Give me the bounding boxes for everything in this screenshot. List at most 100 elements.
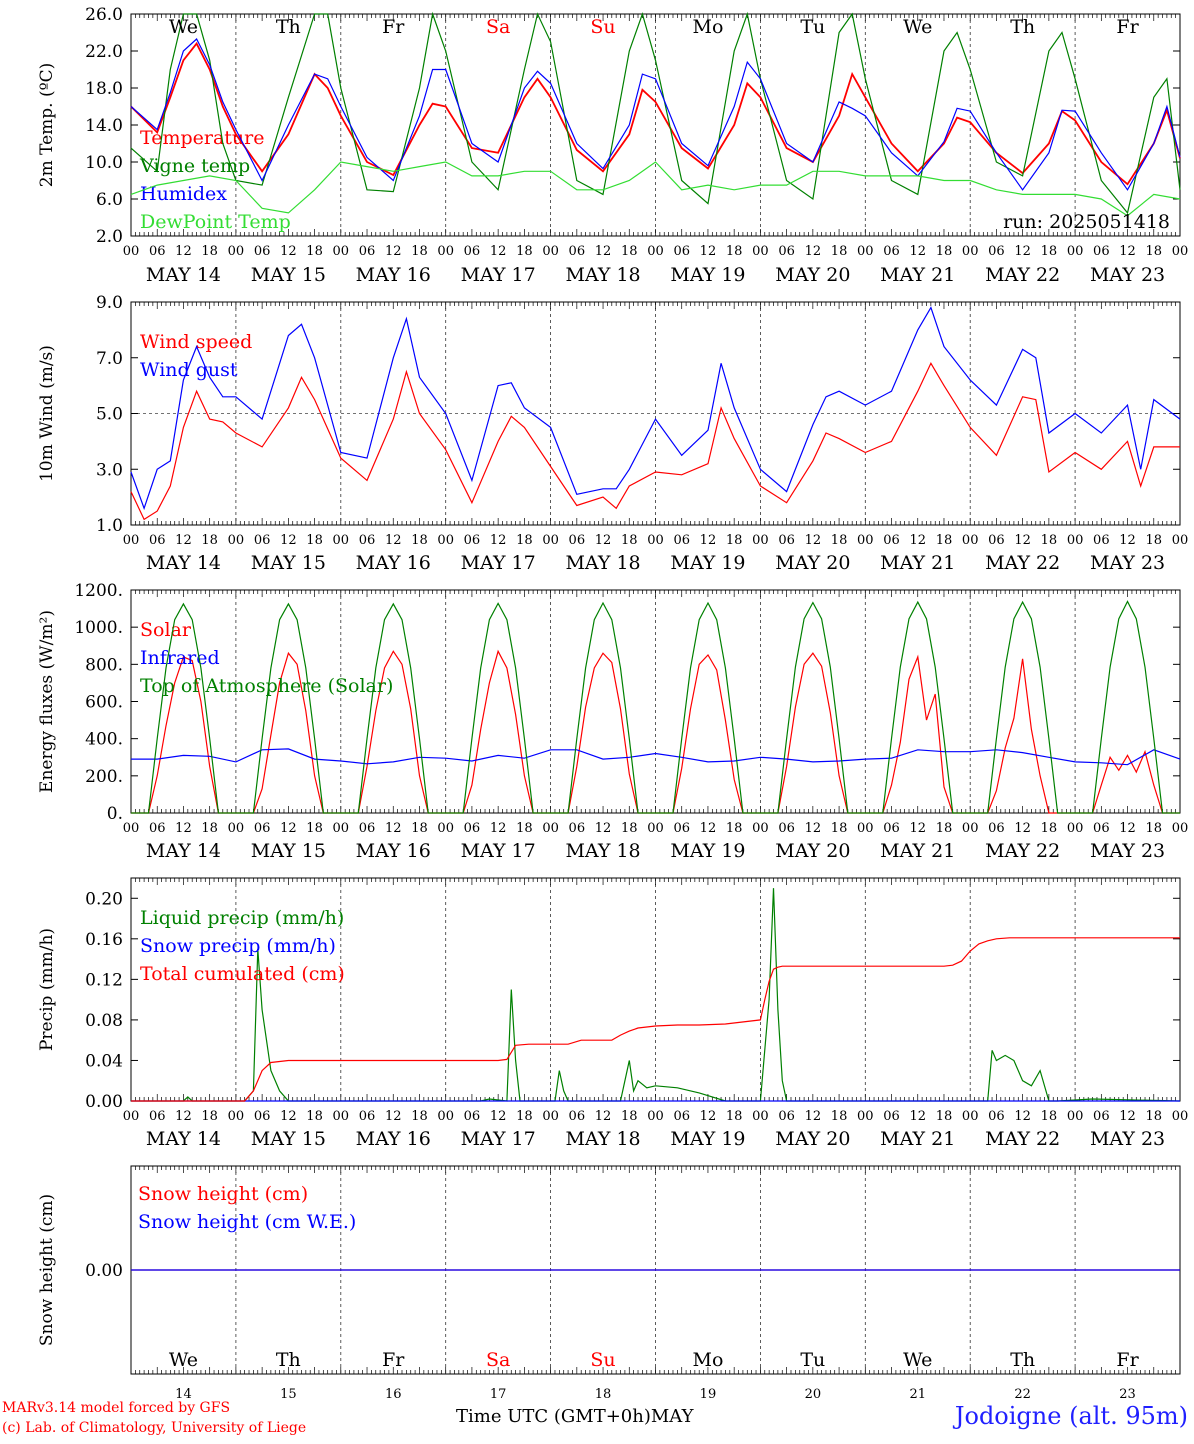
precip-hour-label: 18 (621, 1109, 638, 1124)
temperature-date-label: MAY 20 (775, 264, 850, 286)
precip-hour-label: 06 (359, 1109, 376, 1124)
precip-hour-label: 06 (883, 1109, 900, 1124)
precip-legend-total-cumulated-cm: Total cumulated (cm) (140, 963, 345, 985)
wind-hour-label: 00 (542, 533, 559, 548)
energy-date-label: MAY 15 (251, 840, 326, 862)
precip-y-tick-label: 0.08 (85, 1011, 123, 1031)
energy-date-label: MAY 14 (146, 840, 221, 862)
energy-hour-label: 12 (805, 821, 822, 836)
energy-legend-solar: Solar (140, 619, 192, 641)
precip-hour-label: 00 (123, 1109, 140, 1124)
wind-legend-wind-speed: Wind speed (140, 331, 252, 353)
month-label: MAY (650, 1406, 694, 1427)
precip-date-label: MAY 23 (1090, 1128, 1165, 1150)
wind-hour-label: 12 (805, 533, 822, 548)
precip-hour-label: 00 (1172, 1109, 1189, 1124)
run-label: run: 2025051418 (1003, 211, 1170, 233)
temperature-legend-vigne-temp: Vigne temp (139, 155, 250, 177)
energy-hour-label: 12 (1119, 821, 1136, 836)
weekday-label-top: Fr (382, 16, 405, 38)
precip-hour-label: 12 (700, 1109, 717, 1124)
weekday-label-top: Mo (692, 16, 723, 38)
wind-hour-label: 00 (123, 533, 140, 548)
precip-hour-label: 12 (385, 1109, 402, 1124)
time-axis-label: Time UTC (GMT+0h)MAY (456, 1406, 693, 1427)
precip-date-label: MAY 14 (146, 1128, 221, 1150)
wind-hour-label: 18 (201, 533, 218, 548)
precip-y-tick-label: 0.20 (85, 889, 123, 909)
energy-hour-label: 18 (1146, 821, 1163, 836)
energy-y-tick-label: 1200. (74, 581, 123, 601)
energy-hour-label: 18 (306, 821, 323, 836)
temperature-hour-label: 00 (437, 244, 454, 259)
precip-hour-label: 12 (805, 1109, 822, 1124)
snow-y-tick-label: 0.00 (85, 1261, 123, 1281)
temperature-hour-label: 12 (1014, 244, 1031, 259)
temperature-date-label: MAY 23 (1090, 264, 1165, 286)
energy-y-tick-label: 600. (85, 693, 123, 713)
weekday-label-top: We (903, 16, 932, 38)
temperature-hour-label: 00 (1172, 244, 1189, 259)
precip-hour-label: 00 (437, 1109, 454, 1124)
wind-hour-label: 00 (333, 533, 350, 548)
precip-hour-label: 00 (333, 1109, 350, 1124)
wind-hour-label: 12 (1119, 533, 1136, 548)
temperature-hour-label: 18 (306, 244, 323, 259)
temperature-hour-label: 00 (1067, 244, 1084, 259)
precip-hour-label: 12 (490, 1109, 507, 1124)
temperature-hour-label: 12 (1119, 244, 1136, 259)
precip-hour-label: 12 (175, 1109, 192, 1124)
precip-hour-label: 12 (595, 1109, 612, 1124)
temperature-date-label: MAY 16 (356, 264, 431, 286)
wind-date-label: MAY 15 (251, 552, 326, 574)
precip-y-tick-label: 0.16 (85, 930, 123, 950)
weekday-label-bottom: We (169, 1349, 198, 1371)
wind-hour-label: 06 (673, 533, 690, 548)
energy-hour-label: 00 (333, 821, 350, 836)
temperature-hour-label: 00 (857, 244, 874, 259)
energy-hour-label: 00 (647, 821, 664, 836)
precip-hour-label: 00 (647, 1109, 664, 1124)
precip-legend-liquid-precip-mm-h: Liquid precip (mm/h) (140, 907, 344, 929)
weekday-label-bottom: We (903, 1349, 932, 1371)
precip-hour-label: 18 (1146, 1109, 1163, 1124)
energy-hour-label: 00 (1067, 821, 1084, 836)
day-number-label: 15 (280, 1387, 297, 1402)
station-name: Jodoigne (alt. 95m) (954, 1402, 1188, 1430)
temperature-hour-label: 18 (1146, 244, 1163, 259)
temperature-hour-label: 12 (595, 244, 612, 259)
weekday-label-bottom: Th (276, 1349, 301, 1371)
temperature-series-temperature (130, 41, 1181, 186)
energy-hour-label: 18 (831, 821, 848, 836)
precip-series-liquid-precip-mm-h (131, 888, 1181, 1102)
temperature-hour-label: 18 (621, 244, 638, 259)
temperature-date-label: MAY 21 (880, 264, 955, 286)
wind-date-label: MAY 22 (985, 552, 1060, 574)
weekday-label-top: Fr (1116, 16, 1139, 38)
time-axis-text: Time UTC (GMT+0h) (456, 1406, 651, 1427)
wind-hour-label: 18 (306, 533, 323, 548)
temperature-hour-label: 06 (883, 244, 900, 259)
snow-legend-snow-height-cm-w-e: Snow height (cm W.E.) (138, 1211, 356, 1233)
wind-date-label: MAY 18 (565, 552, 640, 574)
temperature-panel: 2.0 6.0 10.0 14.0 18.0 22.0 26.0 2m Temp. (ºC) 0… (37, 5, 1188, 286)
precip-hour-label: 06 (988, 1109, 1005, 1124)
temperature-y-tick-label: 26.0 (85, 5, 123, 25)
precip-hour-label: 18 (726, 1109, 743, 1124)
energy-hour-label: 00 (962, 821, 979, 836)
temperature-y-tick-label: 22.0 (85, 42, 123, 62)
precip-hour-label: 00 (1067, 1109, 1084, 1124)
energy-hour-label: 12 (700, 821, 717, 836)
precip-hour-label: 12 (1014, 1109, 1031, 1124)
temperature-hour-label: 12 (175, 244, 192, 259)
energy-hour-label: 18 (201, 821, 218, 836)
precip-hour-label: 06 (254, 1109, 271, 1124)
energy-hour-label: 06 (464, 821, 481, 836)
wind-date-label: MAY 16 (356, 552, 431, 574)
energy-y-tick-label: 0. (107, 804, 123, 824)
snow-y-axis-label: Snow height (cm) (37, 1194, 57, 1346)
temperature-hour-label: 18 (936, 244, 953, 259)
wind-hour-label: 00 (962, 533, 979, 548)
temperature-hour-label: 06 (1093, 244, 1110, 259)
energy-date-label: MAY 20 (775, 840, 850, 862)
